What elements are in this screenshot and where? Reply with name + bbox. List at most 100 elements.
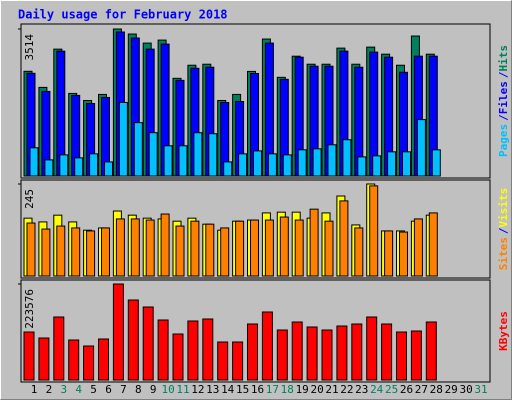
bar <box>312 148 322 177</box>
bar <box>29 147 39 177</box>
x-tick-label: 9 <box>150 383 157 396</box>
x-tick-label: 12 <box>191 383 204 396</box>
bar <box>26 222 36 277</box>
bar <box>220 227 230 277</box>
x-tick-label: 29 <box>445 383 458 396</box>
x-tick-label: 16 <box>251 383 264 396</box>
bar <box>71 227 81 277</box>
bar <box>279 216 289 277</box>
legend: KBytes <box>497 311 510 351</box>
bar <box>59 154 69 177</box>
bar <box>321 329 333 381</box>
y-tick-label: 245 <box>23 189 36 209</box>
bar <box>431 149 441 177</box>
bar <box>86 230 96 277</box>
bar <box>366 316 378 381</box>
bar <box>402 151 411 177</box>
bar <box>142 306 154 381</box>
bar <box>416 119 426 177</box>
bar <box>157 319 169 381</box>
x-tick-label: 11 <box>176 383 189 396</box>
bar <box>324 220 334 277</box>
bar <box>190 220 200 277</box>
bar <box>56 225 66 277</box>
bar <box>336 325 348 381</box>
legend-entry: Files <box>497 81 510 114</box>
bar <box>208 133 218 177</box>
legend-entry: Hits <box>497 45 510 72</box>
bar <box>41 228 51 277</box>
bar <box>175 225 185 277</box>
x-tick-label: 7 <box>120 383 127 396</box>
x-tick-label: 8 <box>135 383 142 396</box>
bar <box>133 122 143 177</box>
bar <box>187 320 199 381</box>
bar <box>148 132 158 177</box>
bar <box>267 153 277 177</box>
x-tick-label: 4 <box>75 383 82 396</box>
x-tick-label: 6 <box>105 383 112 396</box>
bar <box>98 338 109 381</box>
x-tick-label: 13 <box>206 383 219 396</box>
bar <box>425 321 437 381</box>
bar <box>145 219 155 277</box>
bar <box>89 153 99 177</box>
bar <box>205 223 215 277</box>
bar <box>410 330 422 381</box>
bar <box>264 219 274 277</box>
bar <box>253 150 262 177</box>
bar <box>44 159 54 177</box>
bar <box>112 283 124 381</box>
x-tick-label: 15 <box>236 383 249 396</box>
bar <box>68 339 80 381</box>
legend: Sites /Visits <box>497 188 510 271</box>
bar <box>160 213 170 277</box>
x-tick-label: 26 <box>400 383 413 396</box>
legend: Pages/Files/Hits <box>497 45 510 157</box>
bar <box>130 218 140 277</box>
x-tick-label: 22 <box>340 383 353 396</box>
x-tick-label: 18 <box>281 383 294 396</box>
x-tick-label: 23 <box>355 383 368 396</box>
x-tick-label: 17 <box>266 383 279 396</box>
legend-separator: / <box>497 114 510 121</box>
bar <box>104 161 113 177</box>
bar <box>309 208 319 277</box>
bar <box>127 299 139 381</box>
bar <box>118 102 128 177</box>
bar <box>232 341 244 381</box>
legend-entry: KBytes <box>497 311 510 351</box>
x-tick-label: 2 <box>46 383 53 396</box>
bar <box>372 155 382 177</box>
bar <box>384 230 394 277</box>
bar <box>396 331 407 381</box>
x-tick-label: 1 <box>31 383 38 396</box>
bar <box>178 145 188 177</box>
legend-entry: Visits <box>497 188 510 228</box>
bar <box>369 185 379 277</box>
bar <box>193 132 203 177</box>
x-tick-label: 14 <box>221 383 235 396</box>
x-tick-label: 3 <box>60 383 67 396</box>
x-tick-label: 20 <box>310 383 323 396</box>
bar <box>342 139 352 177</box>
legend-separator: / <box>497 227 510 234</box>
x-tick-label: 31 <box>474 383 487 396</box>
x-tick-label: 19 <box>296 383 309 396</box>
bar <box>101 227 110 277</box>
bar <box>23 331 35 381</box>
bar <box>297 149 307 177</box>
bar <box>294 219 304 277</box>
bar <box>351 323 363 381</box>
bar <box>74 157 84 177</box>
x-tick-label: 5 <box>90 383 97 396</box>
bar <box>223 161 233 177</box>
bar <box>387 151 397 177</box>
bar <box>115 218 125 277</box>
x-tick-label: 27 <box>415 383 428 396</box>
bar <box>217 341 229 381</box>
bar <box>306 326 318 381</box>
